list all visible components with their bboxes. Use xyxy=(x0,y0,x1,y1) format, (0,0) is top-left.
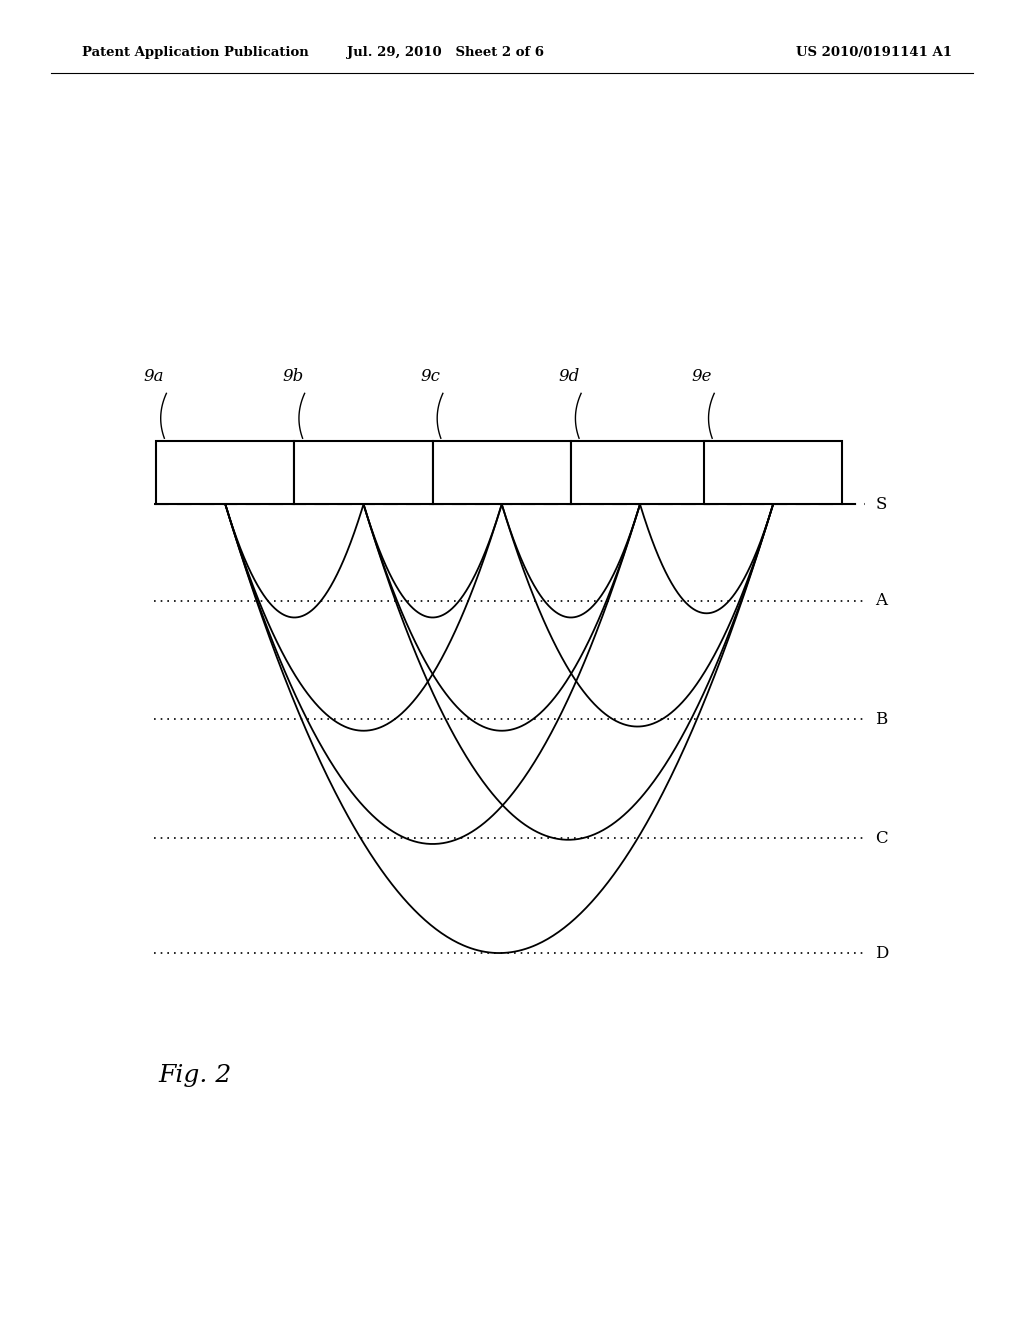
Bar xyxy=(571,441,709,504)
Text: US 2010/0191141 A1: US 2010/0191141 A1 xyxy=(797,46,952,59)
Text: Patent Application Publication: Patent Application Publication xyxy=(82,46,308,59)
Bar xyxy=(295,441,432,504)
Bar xyxy=(705,441,842,504)
Text: A: A xyxy=(876,593,888,609)
Text: Fig. 2: Fig. 2 xyxy=(159,1064,232,1088)
Text: D: D xyxy=(876,945,889,961)
Text: 9a: 9a xyxy=(143,368,165,385)
Bar xyxy=(156,441,295,504)
Text: C: C xyxy=(876,830,888,846)
Text: 9c: 9c xyxy=(420,368,440,385)
Text: B: B xyxy=(876,711,888,727)
Bar xyxy=(432,441,571,504)
Text: 9d: 9d xyxy=(559,368,580,385)
Text: Jul. 29, 2010   Sheet 2 of 6: Jul. 29, 2010 Sheet 2 of 6 xyxy=(347,46,544,59)
Text: S: S xyxy=(876,496,887,512)
Text: 9b: 9b xyxy=(282,368,303,385)
Text: 9e: 9e xyxy=(692,368,713,385)
